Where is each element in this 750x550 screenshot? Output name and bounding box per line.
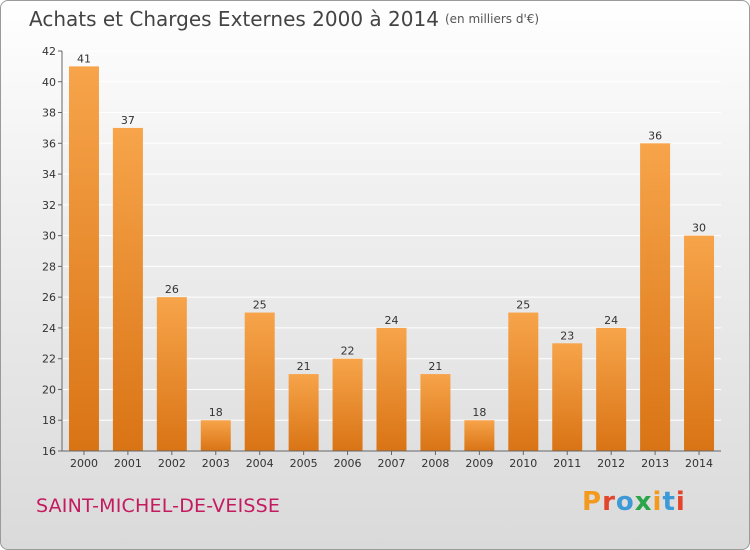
x-tick-label: 2011 [553,457,581,470]
y-tick-label: 36 [42,137,56,150]
bar-value-label: 21 [428,360,442,373]
y-tick-label: 32 [42,199,56,212]
logo-letter: i [652,487,663,517]
y-tick-label: 20 [42,383,56,396]
bar [464,420,495,451]
bar-value-label: 24 [385,314,399,327]
bar-value-label: 22 [341,345,355,358]
y-tick-label: 24 [42,322,56,335]
bar [332,358,363,451]
x-tick-label: 2012 [597,457,625,470]
x-tick-label: 2005 [290,457,318,470]
logo-letter: t [662,487,676,517]
bar [288,374,319,451]
x-tick-label: 2014 [685,457,713,470]
x-tick-label: 2000 [70,457,98,470]
bar-value-label: 26 [165,283,179,296]
x-tick-label: 2013 [641,457,669,470]
bar-value-label: 41 [77,52,91,65]
y-tick-label: 30 [42,230,56,243]
bar [200,420,231,451]
x-tick-label: 2002 [158,457,186,470]
y-tick-label: 16 [42,445,56,458]
x-tick-label: 2001 [114,457,142,470]
x-tick-label: 2010 [509,457,537,470]
bar-value-label: 36 [648,129,662,142]
logo-letter: r [602,487,616,517]
y-tick-label: 38 [42,107,56,120]
y-tick-label: 42 [42,45,56,58]
bar [552,343,583,451]
chart-unit: (en milliers d'€) [444,12,540,26]
bar-value-label: 25 [253,299,267,312]
y-tick-label: 26 [42,291,56,304]
y-tick-label: 18 [42,414,56,427]
bar-value-label: 18 [209,406,223,419]
bar [68,66,99,451]
bar [420,374,451,451]
bar [376,327,407,451]
y-tick-label: 28 [42,260,56,273]
bar [156,297,187,451]
bar-value-label: 24 [604,314,618,327]
y-tick-label: 34 [42,168,56,181]
proxiti-logo: Proxiti [582,487,686,517]
bar-value-label: 23 [560,329,574,342]
logo-letter: x [634,487,653,517]
bar [640,143,671,452]
y-tick-label: 40 [42,76,56,89]
bar [596,327,627,451]
x-tick-label: 2009 [465,457,493,470]
axes: 16 18 20 22 24 26 28 30 32 34 36 38 40 42 2000 2001 2002… [42,45,721,470]
chart-title-text: Achats et Charges Externes 2000 à 2014 [29,7,439,31]
bar [684,235,715,451]
logo-letter: i [675,487,686,517]
logo-letter: P [582,487,603,517]
bar-value-label: 30 [692,222,706,235]
bar [112,127,143,451]
bars: 41 37 26 18 25 21 22 24 21 18 25 23 24 36 30 [68,52,715,452]
x-tick-label: 2004 [246,457,274,470]
x-tick-label: 2007 [378,457,406,470]
y-tick-label: 22 [42,353,56,366]
chart-title: Achats et Charges Externes 2000 à 2014 (e… [29,7,539,31]
bar-value-label: 37 [121,114,135,127]
x-tick-label: 2006 [334,457,362,470]
bar [508,312,539,451]
x-tick-label: 2003 [202,457,230,470]
x-tick-label: 2008 [421,457,449,470]
logo-letter: o [615,487,635,517]
bar-value-label: 18 [472,406,486,419]
bar [244,312,275,451]
bar-value-label: 21 [297,360,311,373]
commune-name: SAINT-MICHEL-DE-VEISSE [36,495,281,517]
bar-value-label: 25 [516,299,530,312]
